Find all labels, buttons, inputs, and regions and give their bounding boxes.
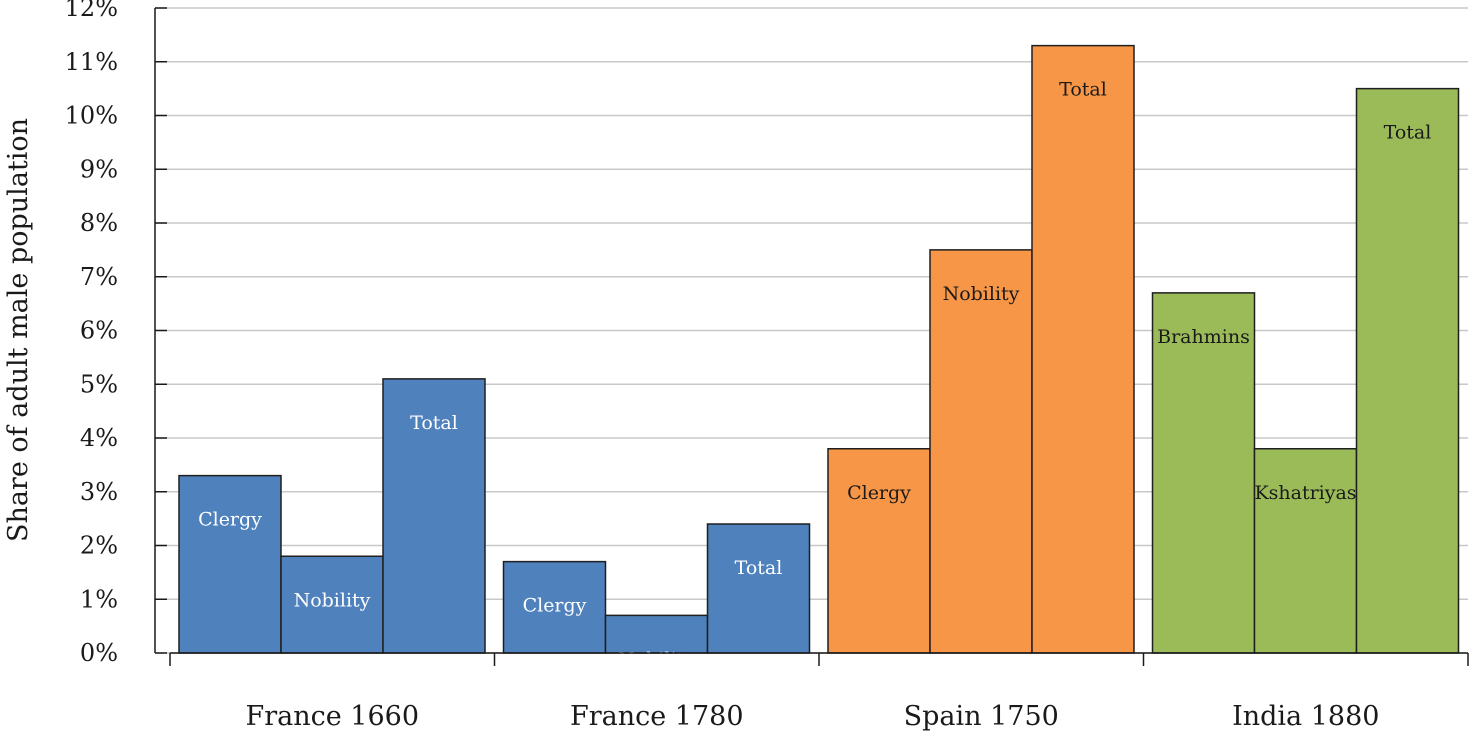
- bar-nobility: [929, 249, 1033, 654]
- bar-label: Nobility: [618, 648, 695, 670]
- bar-label: Kshatriyas: [1254, 482, 1356, 504]
- bar-label: Total: [410, 412, 458, 434]
- y-tick-label: 6%: [80, 317, 118, 345]
- bar-label: Nobility: [294, 589, 371, 611]
- y-axis-title: Share of adult male population: [3, 118, 34, 542]
- bar-label: Brahmins: [1157, 326, 1250, 348]
- bar-label: Total: [1059, 79, 1107, 101]
- y-tick-label: 8%: [80, 209, 118, 237]
- x-group-label: France 1780: [570, 701, 744, 732]
- y-tick-label: 9%: [80, 155, 118, 183]
- y-tick-label: 5%: [80, 370, 118, 398]
- y-tick-label: 10%: [65, 102, 118, 130]
- y-tick-label: 7%: [80, 263, 118, 291]
- bar-clergy: [178, 474, 282, 654]
- y-tick-label: 1%: [80, 585, 118, 613]
- y-tick-label: 4%: [80, 424, 118, 452]
- bar-total: [1031, 44, 1135, 654]
- bar-label: Nobility: [943, 283, 1020, 305]
- y-tick-label: 0%: [80, 639, 118, 667]
- x-group-label: France 1660: [245, 701, 419, 732]
- bar-label: Total: [735, 557, 783, 579]
- y-axis-ticks: 0% 1% 2% 3% 4% 5% 6% 7% 8% 9% 10% 11% 12%: [65, 0, 167, 667]
- x-group-label: India 1880: [1232, 701, 1379, 732]
- bar-total: [1355, 87, 1460, 654]
- gridlines: [155, 7, 1468, 654]
- bars: Clergy Nobility Total Clergy Nobility Total Cl…: [178, 44, 1460, 670]
- x-group-label: Spain 1750: [904, 701, 1059, 732]
- y-tick-label: 11%: [65, 48, 118, 76]
- x-axis-group-labels: France 1660 France 1780 Spain 1750 India 18…: [245, 701, 1379, 732]
- bar-label: Clergy: [523, 595, 587, 617]
- y-tick-label: 3%: [80, 478, 118, 506]
- y-tick-label: 2%: [80, 532, 118, 560]
- bar-total: [706, 523, 811, 654]
- bar-clergy: [827, 448, 931, 654]
- bar-nobility: [604, 614, 709, 654]
- bar-label: Clergy: [198, 509, 262, 531]
- bar-brahmins: [1151, 292, 1256, 654]
- bar-total: [382, 378, 486, 654]
- bar-kshatriyas: [1253, 448, 1358, 654]
- bar-label: Total: [1384, 122, 1432, 144]
- axes: [154, 8, 1469, 666]
- y-tick-label: 12%: [65, 0, 118, 22]
- bar-label: Clergy: [847, 482, 911, 504]
